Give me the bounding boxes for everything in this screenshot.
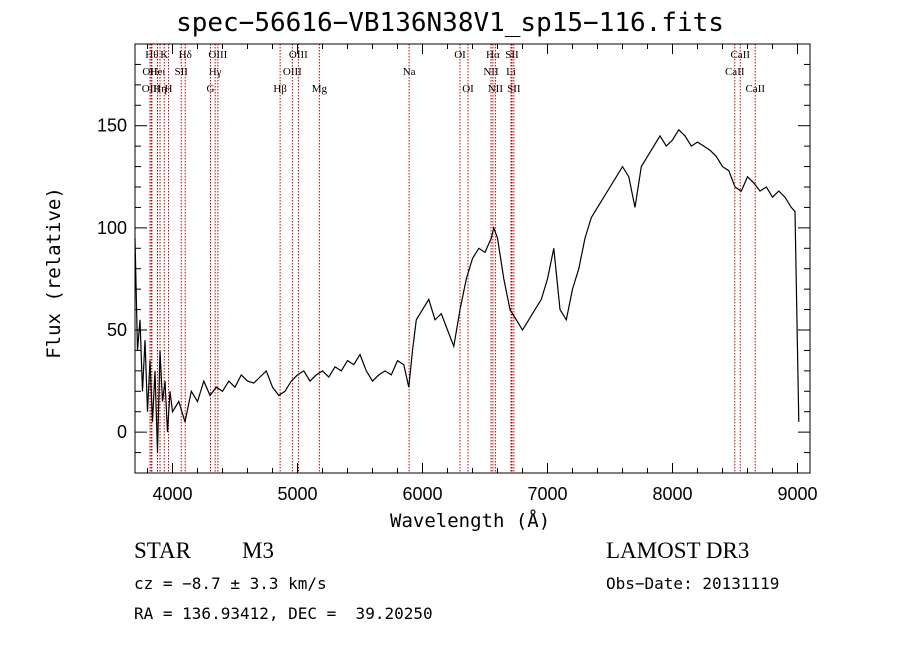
redshift-text: cz = −8.7 ± 3.3 km/s [134, 574, 327, 593]
x-tick-label: 5000 [277, 484, 317, 504]
line-marker-label: Hα [486, 49, 500, 61]
object-class: STAR [134, 538, 191, 563]
line-marker-label: G [207, 83, 215, 95]
line-marker-label: SII [175, 66, 189, 78]
line-marker-label: OII [142, 66, 158, 78]
line-marker-label: CaII [745, 83, 765, 95]
line-marker-label: CaII [730, 49, 750, 61]
y-tick-label: 0 [117, 422, 127, 442]
line-marker-label: Hγ [209, 66, 222, 78]
line-marker-label: OI [454, 49, 466, 61]
line-marker-label: Heι [150, 66, 166, 78]
line-marker-label: Li [506, 66, 516, 78]
x-tick-label: 7000 [527, 484, 567, 504]
line-marker-label: CaII [725, 66, 745, 78]
x-axis-label: Wavelength (Å) [390, 510, 551, 532]
line-marker-label: Na [403, 66, 416, 78]
line-marker-label: OI [462, 83, 474, 95]
line-marker-label: SII [505, 49, 519, 61]
line-marker-label: Hθ [145, 49, 158, 61]
y-tick-label: 150 [97, 116, 127, 136]
line-marker-label: OIII [142, 83, 161, 95]
survey-name: LAMOST DR3 [606, 538, 750, 563]
line-marker-label: K [160, 49, 168, 61]
line-marker-label: Hδ [179, 49, 192, 61]
line-marker-label: Hβ [273, 83, 287, 95]
line-marker-label: OIII [283, 66, 302, 78]
object-subclass: M3 [242, 538, 274, 563]
x-tick-label: 6000 [402, 484, 442, 504]
line-marker-label: H [165, 83, 173, 95]
line-marker-label: Hη [153, 83, 167, 95]
line-marker-label: OIII [289, 49, 308, 61]
line-marker-label: SII [507, 83, 521, 95]
obs-date-text: Obs−Date: 20131119 [606, 574, 780, 593]
spectrum-line [134, 128, 800, 453]
line-marker-label: Mg [312, 83, 328, 95]
coordinates-text: RA = 136.93412, DEC = 39.20250 [134, 604, 433, 623]
x-tick-label: 8000 [652, 484, 692, 504]
y-tick-label: 50 [107, 320, 127, 340]
x-tick-label: 4000 [152, 484, 192, 504]
x-tick-label: 9000 [777, 484, 817, 504]
line-marker-label: OIII [208, 49, 227, 61]
chart-title: spec−56616−VB136N38V1_sp15−116.fits [176, 8, 724, 38]
line-marker-label: NII [488, 83, 504, 95]
y-axis-label: Flux (relative) [43, 187, 65, 359]
y-tick-label: 100 [97, 218, 127, 238]
line-marker-label: NII [483, 66, 499, 78]
